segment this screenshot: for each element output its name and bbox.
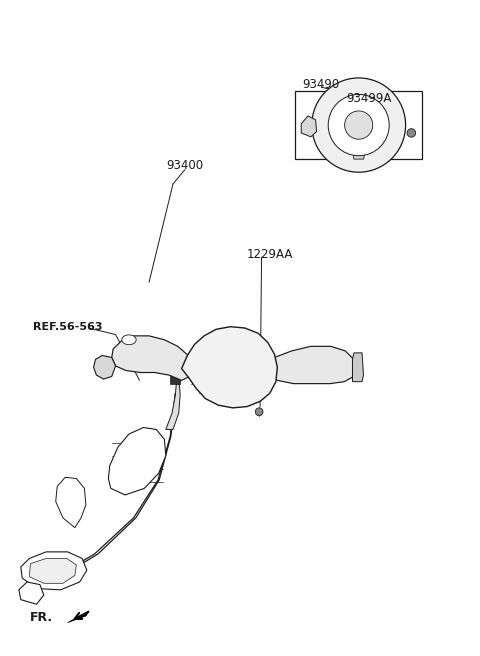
Polygon shape	[56, 478, 86, 527]
Polygon shape	[68, 611, 89, 623]
Text: 93490: 93490	[303, 78, 340, 91]
Text: REF.56-563: REF.56-563	[33, 321, 102, 332]
Ellipse shape	[345, 111, 373, 139]
Ellipse shape	[328, 94, 389, 155]
Polygon shape	[112, 336, 188, 380]
Polygon shape	[108, 428, 166, 495]
Text: 93400: 93400	[167, 159, 204, 172]
Ellipse shape	[407, 129, 416, 137]
Polygon shape	[170, 373, 180, 384]
Polygon shape	[352, 148, 365, 159]
Polygon shape	[166, 377, 180, 430]
Text: 93499A: 93499A	[347, 92, 392, 106]
Polygon shape	[301, 116, 317, 137]
Ellipse shape	[312, 78, 406, 173]
Text: 1229AA: 1229AA	[247, 248, 293, 261]
Ellipse shape	[255, 408, 263, 416]
Polygon shape	[94, 356, 116, 379]
Polygon shape	[19, 582, 44, 604]
Polygon shape	[29, 558, 76, 583]
Polygon shape	[268, 346, 356, 384]
Polygon shape	[21, 552, 87, 590]
Bar	[295, 91, 422, 159]
Text: FR.: FR.	[30, 611, 53, 624]
Ellipse shape	[122, 335, 136, 344]
Polygon shape	[352, 353, 363, 382]
Polygon shape	[181, 327, 277, 408]
